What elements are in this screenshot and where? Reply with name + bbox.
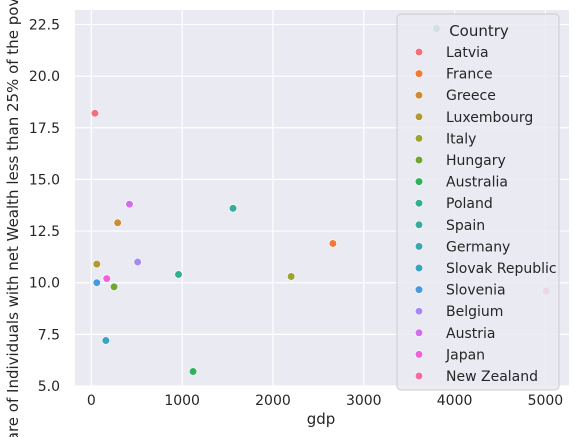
legend-item: Greece — [414, 88, 496, 104]
y-tick-label: 7.5 — [38, 327, 60, 343]
y-axis-label: Share of Individuals with net Wealth les… — [4, 0, 22, 437]
x-tick-label: 0 — [87, 393, 96, 409]
legend-marker — [414, 177, 424, 186]
legend-marker — [414, 350, 424, 359]
legend-item: Japan — [414, 347, 485, 363]
legend-frame — [396, 13, 560, 391]
legend: Country Latvia France Greece Luxembourg Ital… — [396, 13, 560, 391]
data-point-austria — [125, 200, 134, 209]
legend-item: Slovak Republic — [414, 261, 557, 277]
y-tick-label: 12.5 — [29, 224, 60, 240]
y-tick-labels: 5.0 7.5 10.0 12.5 15.0 17.5 20.0 22.5 — [29, 17, 60, 395]
legend-label: Australia — [446, 175, 508, 191]
legend-label: Belgium — [446, 304, 503, 320]
data-point-slovak-republic — [101, 336, 110, 345]
legend-item: New Zealand — [414, 369, 538, 385]
y-tick-label: 5.0 — [38, 379, 60, 395]
legend-label: Japan — [445, 347, 485, 363]
data-point-australia — [188, 367, 198, 376]
data-point-hungary — [109, 282, 119, 291]
legend-label: Greece — [446, 88, 496, 104]
legend-item: Italy — [414, 131, 476, 147]
legend-marker — [414, 47, 424, 57]
legend-label: Latvia — [446, 45, 489, 61]
legend-label: France — [446, 67, 493, 83]
data-point-spain — [228, 204, 238, 213]
x-tick-label: 2000 — [255, 393, 291, 409]
legend-marker — [414, 199, 424, 208]
legend-marker — [414, 155, 424, 165]
data-point-belgium — [133, 257, 142, 267]
legend-marker — [414, 242, 424, 251]
legend-label: New Zealand — [446, 369, 538, 385]
y-tick-label: 20.0 — [29, 69, 60, 85]
x-axis-label: gdp — [307, 410, 336, 428]
legend-item: Spain — [414, 218, 485, 234]
y-tick-label: 22.5 — [29, 17, 60, 33]
y-tick-label: 15.0 — [29, 172, 60, 188]
legend-label: Slovenia — [446, 283, 506, 299]
legend-title: Country — [449, 22, 509, 40]
y-tick-label: 10.0 — [29, 276, 60, 292]
legend-marker — [414, 285, 424, 294]
legend-label: Italy — [446, 131, 476, 147]
legend-item: Germany — [414, 239, 510, 255]
legend-item: Australia — [414, 175, 508, 191]
legend-marker — [414, 69, 424, 78]
legend-items: Latvia France Greece Luxembourg Italy Hungary… — [414, 45, 557, 385]
legend-marker — [414, 263, 424, 273]
x-tick-label: 5000 — [528, 393, 564, 409]
legend-item: Austria — [414, 326, 495, 342]
x-tick-labels: 0 1000 2000 3000 4000 5000 — [87, 393, 563, 409]
legend-label: Slovak Republic — [446, 261, 557, 277]
legend-item: Belgium — [414, 304, 503, 320]
legend-label: Germany — [446, 239, 510, 255]
data-point-latvia — [90, 109, 100, 118]
data-point-france — [328, 239, 337, 248]
legend-marker — [414, 220, 424, 229]
data-point-japan — [102, 274, 111, 283]
data-point-luxembourg — [92, 260, 101, 269]
x-tick-label: 1000 — [164, 393, 200, 409]
legend-marker — [414, 307, 424, 316]
data-point-italy — [287, 272, 296, 281]
legend-marker — [414, 134, 424, 143]
legend-label: Luxembourg — [446, 110, 533, 126]
legend-item: Hungary — [414, 153, 506, 169]
data-point-greece — [113, 218, 122, 227]
legend-item: Latvia — [414, 45, 489, 61]
data-point-poland — [174, 270, 183, 279]
x-tick-label: 4000 — [437, 393, 473, 409]
legend-item: France — [414, 67, 493, 83]
legend-label: Spain — [446, 218, 485, 234]
legend-label: Austria — [446, 326, 495, 342]
legend-marker — [414, 112, 424, 121]
legend-marker — [414, 91, 424, 100]
y-tick-label: 17.5 — [29, 121, 60, 137]
data-point-slovenia — [92, 278, 101, 287]
legend-item: Poland — [414, 196, 493, 212]
legend-item: Luxembourg — [414, 110, 533, 126]
legend-label: Hungary — [446, 153, 506, 169]
legend-label: Poland — [446, 196, 493, 212]
legend-marker — [414, 328, 424, 337]
x-tick-label: 3000 — [346, 393, 382, 409]
legend-item: Slovenia — [414, 283, 506, 299]
legend-marker — [414, 371, 424, 381]
